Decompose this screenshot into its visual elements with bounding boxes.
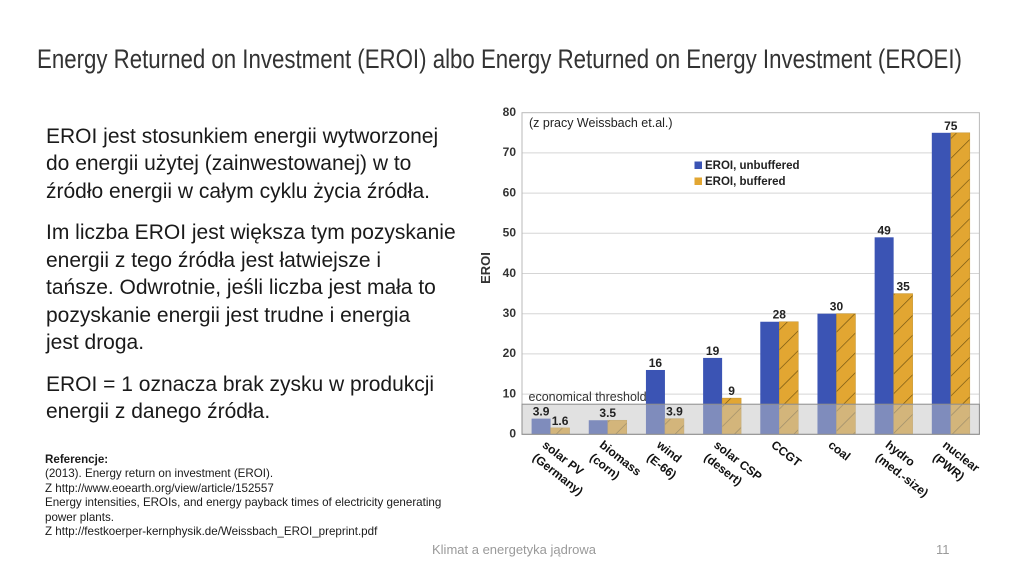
svg-text:19: 19 bbox=[706, 344, 720, 358]
svg-text:3.5: 3.5 bbox=[599, 406, 616, 420]
svg-text:1.6: 1.6 bbox=[552, 414, 569, 428]
svg-text:3.9: 3.9 bbox=[533, 405, 550, 419]
svg-text:28: 28 bbox=[773, 308, 787, 322]
svg-text:9: 9 bbox=[728, 384, 735, 398]
svg-text:CCGT: CCGT bbox=[768, 438, 804, 470]
svg-text:EROI: EROI bbox=[478, 252, 493, 284]
svg-text:16: 16 bbox=[649, 356, 663, 370]
svg-text:75: 75 bbox=[944, 119, 958, 133]
svg-text:35: 35 bbox=[896, 280, 910, 294]
svg-text:30: 30 bbox=[830, 300, 844, 314]
svg-text:50: 50 bbox=[503, 226, 517, 240]
svg-text:10: 10 bbox=[503, 386, 517, 400]
svg-text:EROI, buffered: EROI, buffered bbox=[705, 176, 786, 188]
svg-text:70: 70 bbox=[503, 145, 517, 159]
svg-text:80: 80 bbox=[503, 105, 517, 119]
svg-text:40: 40 bbox=[503, 266, 517, 280]
svg-text:EROI, unbuffered: EROI, unbuffered bbox=[705, 160, 800, 172]
svg-text:20: 20 bbox=[503, 346, 517, 360]
svg-text:coal: coal bbox=[826, 438, 854, 464]
svg-text:49: 49 bbox=[877, 223, 891, 237]
svg-text:30: 30 bbox=[503, 306, 517, 320]
svg-text:60: 60 bbox=[503, 185, 517, 199]
svg-text:economical threshold: economical threshold bbox=[529, 390, 647, 404]
svg-text:(z pracy Weissbach et.al.): (z pracy Weissbach et.al.) bbox=[529, 116, 673, 130]
svg-text:0: 0 bbox=[509, 427, 516, 441]
svg-text:3.9: 3.9 bbox=[666, 405, 683, 419]
